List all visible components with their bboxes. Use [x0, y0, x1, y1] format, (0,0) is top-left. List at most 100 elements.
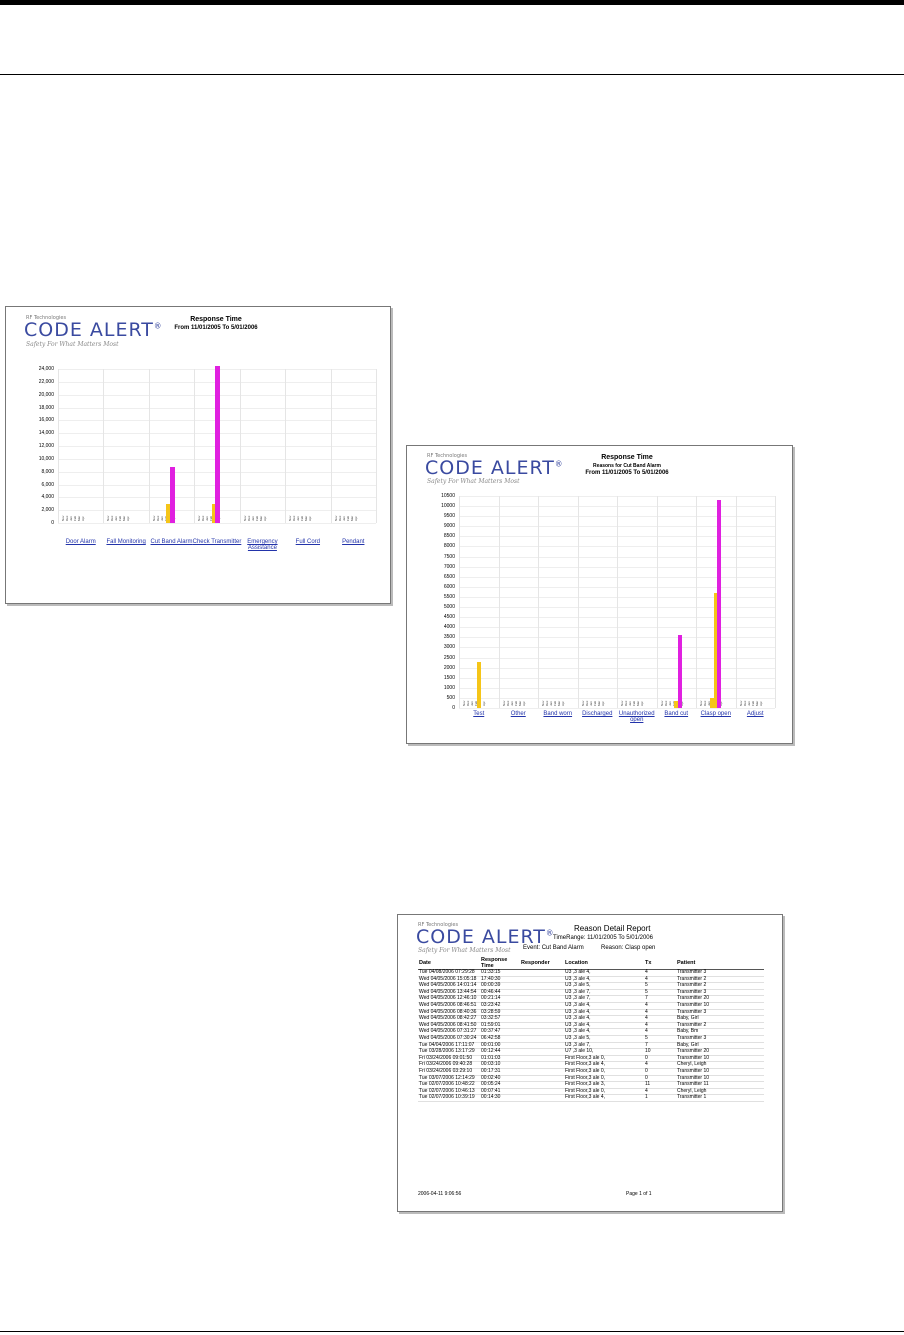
y-tick-label: 1500: [443, 674, 455, 681]
column-header: Date: [419, 960, 431, 966]
table-cell: U7 ,3 ale 10,: [564, 1048, 644, 1056]
bar: [710, 697, 715, 708]
table-cell: [520, 1048, 564, 1056]
code-alert-logo: CODE ALERT®: [24, 319, 163, 341]
table-cell: 03:28:59: [480, 1009, 520, 1017]
y-tick-label: 9000: [443, 523, 455, 530]
category-link[interactable]: Clasp open: [700, 711, 731, 717]
table-row: Wed 04/05/2006 08:46:51 03:23:42 U3 ,3 ale…: [418, 1002, 764, 1010]
month-label: Apr: [521, 701, 526, 706]
table-cell: Wed 04/05/2006 15:05:18: [418, 976, 480, 984]
category-link[interactable]: Discharged: [582, 711, 613, 717]
table-cell: [520, 1028, 564, 1036]
table-cell: Baby, Girl: [676, 1042, 764, 1050]
table-cell: Wed 04/05/2006 14:01:14: [418, 983, 480, 990]
code-alert-logo: CODE ALERT®: [425, 457, 564, 479]
y-tick-label: 7000: [443, 563, 455, 570]
chart-title: Response Time: [601, 454, 653, 461]
category-link[interactable]: Band worn: [543, 711, 573, 717]
category-link[interactable]: Test: [473, 711, 485, 717]
group-separator: [148, 369, 150, 523]
table-cell: 4: [644, 1029, 676, 1036]
table-cell: 00:02:40: [480, 1075, 520, 1083]
y-tick-label: 4500: [443, 614, 455, 621]
table-cell: [520, 1015, 564, 1023]
table-cell: Transmitter 11: [676, 1081, 764, 1089]
bar: [166, 503, 172, 523]
table-cell: 00:05:24: [480, 1081, 520, 1089]
y-tick-label: 1000: [443, 684, 455, 691]
table-row: Wed 04/05/2006 08:40:36 03:28:59 U3 ,3 ale…: [418, 1009, 764, 1017]
category-link[interactable]: Cut Band Alarm: [150, 539, 193, 545]
reason-value: Clasp open: [625, 945, 656, 951]
table-cell: Wed 04/05/2006 08:42:27: [418, 1016, 480, 1023]
category-link[interactable]: Pendant: [342, 539, 365, 545]
table-cell: Transmitter 20: [676, 996, 764, 1003]
table-cell: U3 ,3 ale 4,: [564, 976, 644, 984]
table-cell: 1: [644, 1095, 676, 1102]
category-link[interactable]: Emergency Assistance: [247, 539, 278, 551]
group-separator: [775, 496, 776, 708]
category-link[interactable]: Check Transmitter: [192, 539, 242, 545]
table-cell: First Floor,3 ale 0,: [564, 1068, 644, 1076]
table-cell: 01:59:01: [480, 1022, 520, 1030]
column-header: Responder: [521, 960, 550, 966]
y-tick-label: 16,000: [38, 417, 54, 424]
table-cell: 4: [644, 1062, 676, 1069]
table-cell: Cheryl, Leigh: [676, 1088, 764, 1096]
y-tick-label: 6,000: [41, 481, 54, 488]
report-header-row: Date Response Time Responder Location Tx Pati…: [418, 957, 764, 970]
logo-registered: ®: [153, 321, 163, 331]
y-tick-label: 2,000: [41, 507, 54, 514]
table-cell: 03:23:42: [480, 1002, 520, 1010]
table-cell: U3 ,3 ale 7,: [564, 1042, 644, 1050]
table-cell: [520, 1081, 564, 1089]
group-separator: [617, 496, 618, 708]
table-row: Tue 03/07/2006 12:14:29 00:02:40 First Flo…: [418, 1075, 764, 1083]
table-cell: 00:21:14: [480, 996, 520, 1003]
logo-text: CODE ALERT: [24, 319, 154, 341]
y-tick-label: 0: [51, 520, 54, 526]
table-cell: U3 ,3 ale 5,: [564, 983, 644, 990]
table-cell: Transmitter 10: [676, 1075, 764, 1083]
y-tick-label: 2500: [443, 654, 455, 661]
table-cell: U3 ,3 ale 4,: [564, 1022, 644, 1030]
logo-text: CODE ALERT: [425, 457, 555, 479]
table-cell: 01:33:15: [480, 969, 520, 977]
table-cell: Transmitter 10: [676, 1002, 764, 1010]
report-event: Event: Cut Band Alarm: [523, 945, 584, 951]
bar: [169, 466, 175, 523]
y-tick-label: 18,000: [38, 404, 54, 411]
table-cell: 03:32:57: [480, 1016, 520, 1023]
table-cell: First Floor,3 ale 4,: [564, 1062, 644, 1069]
header-rule: [0, 74, 904, 75]
group-separator: [285, 369, 287, 523]
table-cell: [520, 989, 564, 997]
category-link[interactable]: Other: [510, 711, 526, 717]
table-cell: 00:00:39: [480, 983, 520, 990]
table-cell: First Floor,3 ale 4,: [564, 1095, 644, 1102]
brand-small-text: RF Technologies: [427, 453, 468, 459]
category-link[interactable]: Fall Monitoring: [106, 539, 146, 545]
report-footer-date: 2006-04-11 9:06:56: [418, 1191, 462, 1197]
table-row: Tue 02/07/2006 10:46:13 00:07:41 First Flo…: [418, 1088, 764, 1096]
bar: [713, 592, 718, 708]
month-label: Apr: [482, 701, 486, 706]
category-link[interactable]: Full Cord: [295, 539, 321, 545]
category-link[interactable]: Adjust: [746, 711, 764, 717]
category-link[interactable]: Band cut: [664, 711, 689, 717]
category-link[interactable]: Door Alarm: [65, 539, 96, 545]
event-label: Event:: [523, 945, 541, 951]
event-value: Cut Band Alarm: [541, 945, 584, 951]
group-separator: [498, 496, 500, 708]
table-cell: Fri 03/24/2006 03:29:10: [418, 1068, 480, 1076]
table-cell: 06:42:58: [480, 1035, 520, 1043]
group-separator: [239, 369, 241, 523]
category-link[interactable]: Unauthorized open: [618, 711, 655, 723]
table-cell: 7: [644, 1042, 676, 1050]
table-cell: Transmitter 3: [676, 1035, 764, 1043]
table-cell: 01:01:03: [480, 1055, 520, 1063]
